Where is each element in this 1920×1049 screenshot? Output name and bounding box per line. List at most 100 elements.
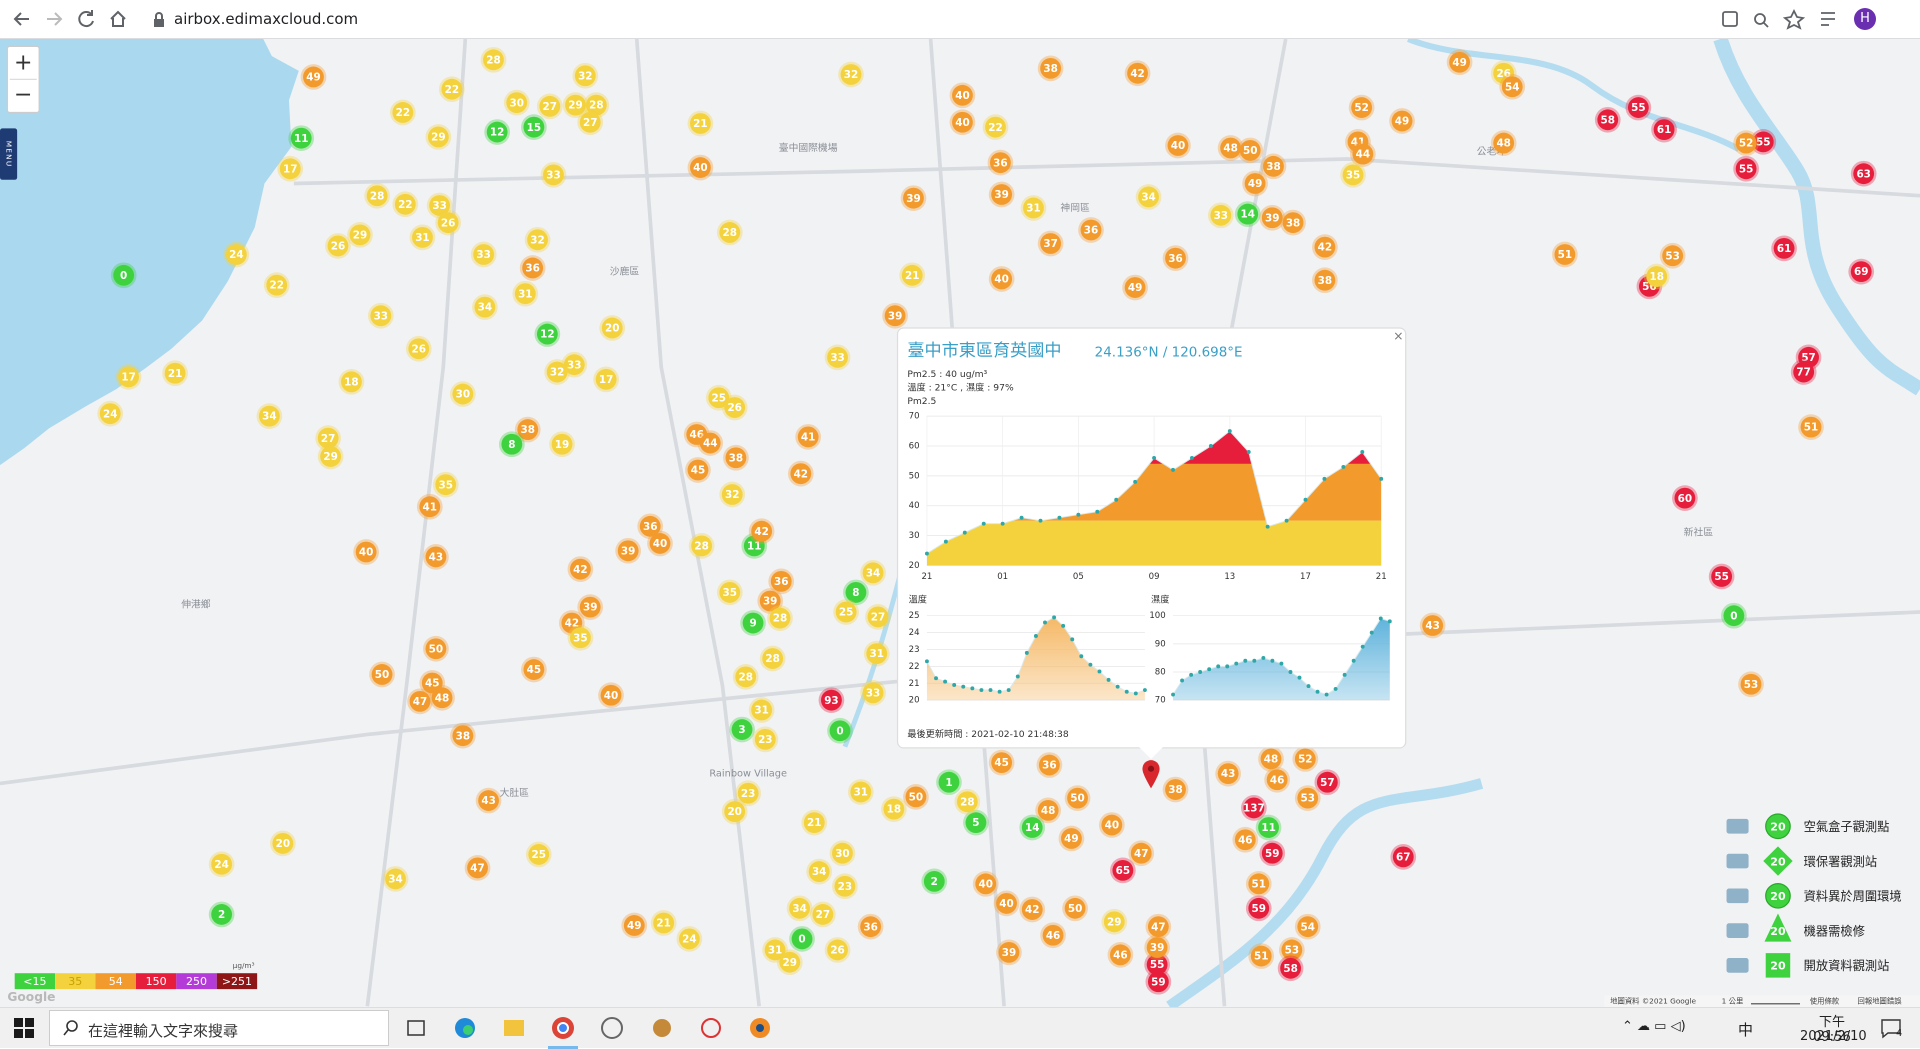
marker-label[interactable]: 25 [712,392,726,404]
marker-label[interactable]: 50 [1243,145,1257,157]
marker-label[interactable]: 28 [486,54,500,66]
marker-label[interactable]: 40 [1105,820,1119,832]
tray-icons[interactable]: ⌃ ☁ ▭ ◁) [1622,1019,1686,1034]
marker-label[interactable]: 26 [830,945,844,957]
marker-label[interactable]: 23 [758,734,772,746]
search-box[interactable]: 在這裡輸入文字來搜尋 [49,1010,389,1046]
search-placeholder[interactable]: 在這裡輸入文字來搜尋 [88,1022,239,1040]
marker-label[interactable]: 34 [812,866,826,878]
marker-label[interactable]: 31 [415,232,429,244]
marker-label[interactable]: 41 [423,501,437,513]
marker-label[interactable]: 5 [972,817,979,829]
marker-label[interactable]: 48 [435,692,449,704]
marker-label[interactable]: 24 [214,859,228,871]
ime-indicator[interactable]: 中 [1738,1021,1754,1039]
marker-label[interactable]: 22 [445,84,459,96]
marker-label[interactable]: 52 [1739,138,1753,150]
marker-label[interactable]: 48 [1264,754,1278,766]
start-button[interactable] [12,1016,36,1040]
marker-label[interactable]: 14 [1241,209,1255,221]
marker-label[interactable]: 27 [543,101,557,113]
marker-label[interactable]: 38 [1318,275,1332,287]
marker-label[interactable]: 36 [993,157,1007,169]
marker-label[interactable]: 39 [888,310,902,322]
home[interactable] [110,10,126,27]
marker-label[interactable]: 45 [425,678,439,690]
marker-label[interactable]: 39 [906,193,920,205]
marker-label[interactable]: 38 [729,452,743,464]
url[interactable]: airbox.edimaxcloud.com [174,10,359,28]
marker-label[interactable]: 34 [478,302,492,314]
marker-label[interactable]: 46 [1113,949,1127,961]
marker-label[interactable]: 49 [627,920,641,932]
marker-label[interactable]: 55 [1714,571,1728,583]
marker-label[interactable]: 46 [1270,774,1284,786]
marker-label[interactable]: 29 [568,100,582,112]
marker-label[interactable]: 20 [605,323,619,335]
marker-label[interactable]: 29 [353,230,367,242]
toolbar-icons[interactable] [1715,0,1845,39]
marker-label[interactable]: 48 [1496,138,1510,150]
marker-label[interactable]: 2 [218,909,225,921]
marker-label[interactable]: 24 [103,408,117,420]
marker-label[interactable]: 53 [1744,679,1758,691]
marker-label[interactable]: 50 [1070,793,1084,805]
terms[interactable]: 使用條款 [1810,996,1840,1005]
marker-label[interactable]: 49 [1128,282,1142,294]
marker-label[interactable]: 35 [573,632,587,644]
marker-label[interactable]: 22 [396,107,410,119]
marker-label[interactable]: 49 [1248,178,1262,190]
marker-label[interactable]: 24 [682,934,696,946]
marker-label[interactable]: 50 [375,669,389,681]
marker-label[interactable]: 26 [727,402,741,414]
marker-label[interactable]: 29 [783,957,797,969]
marker-label[interactable]: 40 [994,274,1008,286]
marker-label[interactable]: 26 [441,217,455,229]
marker-label[interactable]: 40 [955,90,969,102]
marker-label[interactable]: 51 [1254,951,1268,963]
marker-label[interactable]: 55 [1631,102,1645,114]
marker-label[interactable]: 30 [835,848,849,860]
marker-label[interactable]: 35 [438,479,452,491]
marker-label[interactable]: 42 [1130,68,1144,80]
marker-label[interactable]: 38 [1286,217,1300,229]
marker-label[interactable]: 36 [1084,225,1098,237]
marker-label[interactable]: 28 [694,541,708,553]
marker-label[interactable]: 31 [1026,203,1040,215]
marker-label[interactable]: 21 [656,918,670,930]
marker-label[interactable]: 34 [262,411,276,423]
marker-label[interactable]: 36 [1042,760,1056,772]
marker-label[interactable]: 27 [583,117,597,129]
marker-label[interactable]: 33 [476,249,490,261]
marker-label[interactable]: 24 [229,249,243,261]
marker-label[interactable]: 29 [431,132,445,144]
marker-label[interactable]: 22 [398,199,412,211]
marker-label[interactable]: 40 [359,547,373,559]
marker-label[interactable]: 43 [1221,768,1235,780]
marker-label[interactable]: 25 [532,849,546,861]
marker-label[interactable]: 67 [1396,852,1410,864]
report-error[interactable]: 回報地圖錯誤 [1858,996,1903,1005]
marker-label[interactable]: 34 [866,567,880,579]
marker-label[interactable]: 23 [838,881,852,893]
marker-label[interactable]: 40 [653,538,667,550]
marker-label[interactable]: 32 [530,234,544,246]
marker-label[interactable]: 57 [1801,352,1815,364]
marker-label[interactable]: 26 [412,343,426,355]
marker-label[interactable]: 40 [604,690,618,702]
marker-label[interactable]: 137 [1243,803,1265,815]
marker-label[interactable]: 37 [1043,238,1057,250]
marker-label[interactable]: 26 [1496,68,1510,80]
marker-label[interactable]: 40 [693,162,707,174]
marker-label[interactable]: 19 [555,439,569,451]
marker-label[interactable]: 28 [765,653,779,665]
marker-label[interactable]: 45 [527,664,541,676]
marker-label[interactable]: 47 [413,696,427,708]
marker-label[interactable]: 12 [490,127,504,139]
marker-label[interactable]: 11 [747,541,761,553]
marker-label[interactable]: 60 [1678,493,1692,505]
marker-label[interactable]: 32 [725,489,739,501]
marker-label[interactable]: 38 [1266,161,1280,173]
notification-icon[interactable] [1880,1017,1902,1039]
nav-buttons[interactable] [0,0,140,39]
